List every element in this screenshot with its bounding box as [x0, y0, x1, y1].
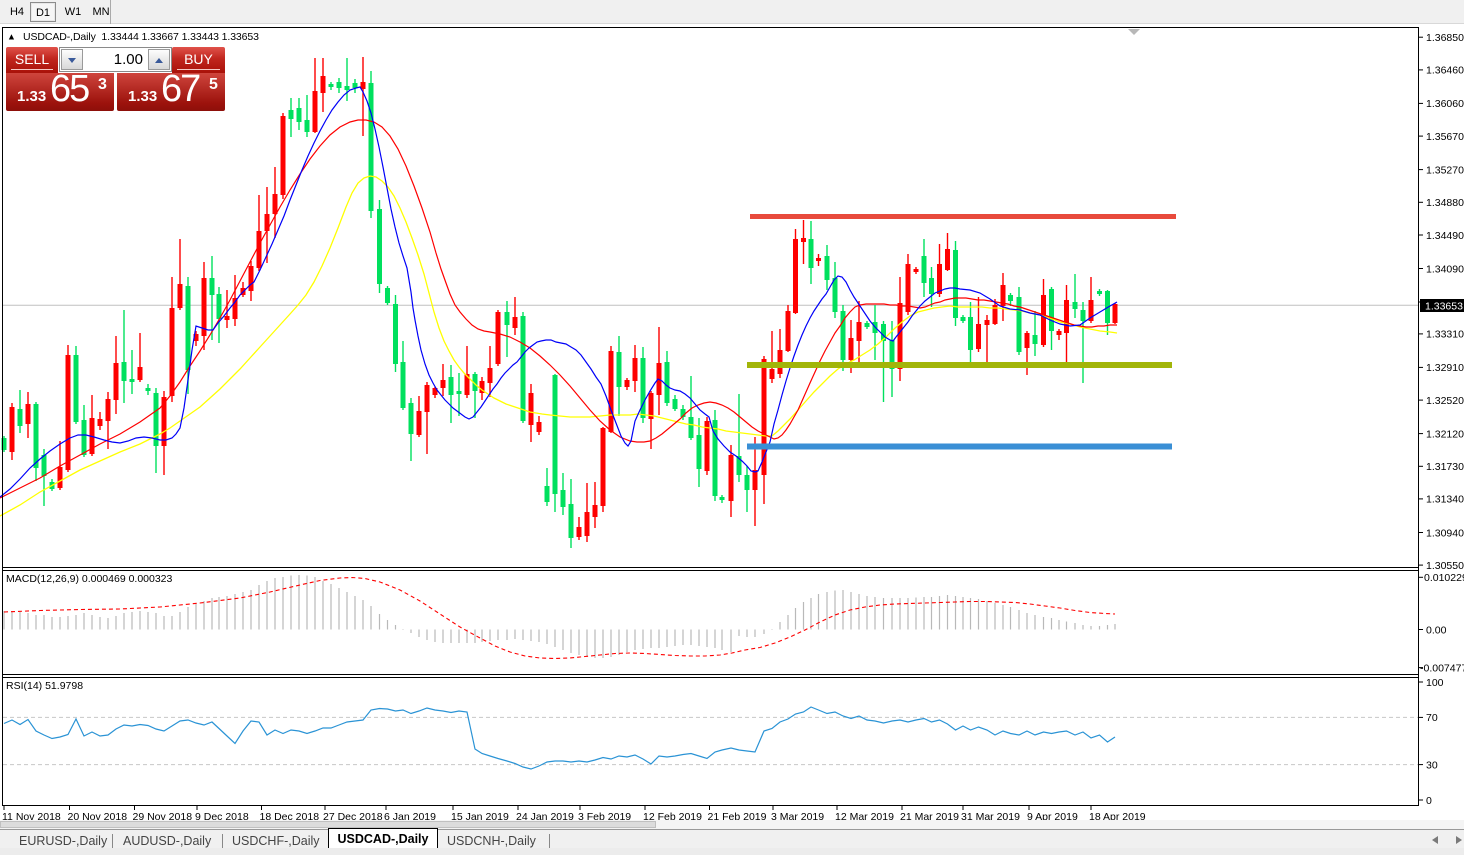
svg-text:USDCAD-,Daily 1.33444 1.33667: USDCAD-,Daily 1.33444 1.33667 1.33443 1.… — [23, 31, 259, 43]
svg-text:1.30940: 1.30940 — [1426, 527, 1464, 539]
svg-text:1.31730: 1.31730 — [1426, 461, 1464, 473]
svg-text:1.34090: 1.34090 — [1426, 263, 1464, 275]
svg-text:▲: ▲ — [7, 32, 16, 42]
svg-text:1.32520: 1.32520 — [1426, 395, 1464, 407]
svg-text:RSI(14) 51.9798: RSI(14) 51.9798 — [6, 680, 83, 692]
svg-text:0: 0 — [1426, 795, 1432, 807]
svg-text:1.34880: 1.34880 — [1426, 197, 1464, 209]
svg-text:MACD(12,26,9) 0.000469 0.00032: MACD(12,26,9) 0.000469 0.000323 — [6, 573, 173, 585]
svg-text:1.33653: 1.33653 — [1425, 301, 1463, 313]
svg-text:1.34490: 1.34490 — [1426, 230, 1464, 242]
svg-text:1.36460: 1.36460 — [1426, 65, 1464, 77]
svg-text:1.36060: 1.36060 — [1426, 98, 1464, 110]
svg-text:1.31340: 1.31340 — [1426, 494, 1464, 506]
svg-text:100: 100 — [1426, 677, 1444, 689]
svg-text:0.00: 0.00 — [1426, 624, 1447, 636]
svg-text:1.30550: 1.30550 — [1426, 560, 1464, 572]
svg-text:30: 30 — [1426, 759, 1438, 771]
svg-text:0.010229: 0.010229 — [1424, 572, 1464, 584]
svg-text:1.32120: 1.32120 — [1426, 428, 1464, 440]
svg-text:1.32910: 1.32910 — [1426, 362, 1464, 374]
svg-text:70: 70 — [1426, 712, 1438, 724]
svg-text:1.33310: 1.33310 — [1426, 329, 1464, 341]
svg-text:1.36850: 1.36850 — [1426, 32, 1464, 44]
svg-text:1.35670: 1.35670 — [1426, 131, 1464, 143]
svg-text:-0.007477: -0.007477 — [1420, 662, 1464, 674]
svg-text:1.35270: 1.35270 — [1426, 164, 1464, 176]
